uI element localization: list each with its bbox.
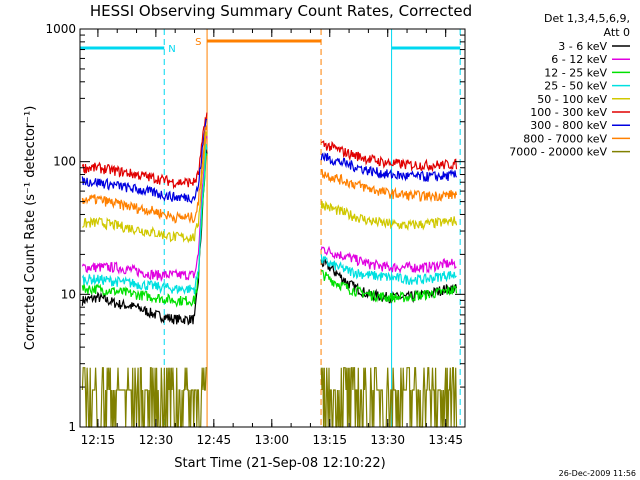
x-tick-label: 13:00 [254,433,289,447]
series-line [81,133,457,283]
y-tick-label: 10 [61,287,76,301]
chart-title: HESSI Observing Summary Count Rates, Cor… [90,2,472,20]
legend-entry-label: 100 - 300 keV [530,106,607,119]
legend-entry-label: 800 - 7000 keV [523,132,607,145]
series-line [81,112,458,190]
timestamp-label: 26-Dec-2009 11:56 [559,469,636,478]
legend-entry-label: 25 - 50 keV [544,80,607,93]
legend-entry-label: 3 - 6 keV [558,40,607,53]
x-tick-label: 13:30 [370,433,405,447]
legend-header-attenuator: Att 0 [604,26,630,39]
series-line [81,118,458,204]
legend-entry-label: 7000 - 20000 keV [509,146,607,159]
series-line [81,367,458,428]
series-line [81,153,458,308]
legend-entry-label: 6 - 12 keV [551,53,607,66]
x-tick-label: 12:30 [139,433,174,447]
series-lines [81,112,458,428]
plot-frame [79,28,466,428]
x-tick-label: 13:45 [428,433,463,447]
axes: 12:15 12:30 12:45 13:00 13:15 13:30 13:45 1 10 10… [45,22,466,447]
legend-entry-label: 300 - 800 keV [530,119,607,132]
x-axis-label: Start Time (21-Sep-08 12:10:22) [174,456,385,471]
saa-label: S [195,37,201,48]
legend-entry-label: 12 - 25 keV [544,66,607,79]
series-line [81,143,457,296]
legend-header-detectors: Det 1,3,4,5,6,9, [544,12,630,25]
legend-entry-label: 50 - 100 keV [537,93,607,106]
x-tick-label: 12:45 [197,433,232,447]
y-tick-label: 1 [68,420,76,434]
x-tick-label: 12:15 [81,433,116,447]
series-line [81,124,458,224]
y-axis-label: Corrected Count Rate (s⁻¹ detector⁻¹) [23,106,38,351]
y-tick-label: 1000 [45,22,76,36]
night-label: N [168,44,175,55]
observing-intervals: NS [79,29,461,427]
y-tick-label: 100 [53,155,76,169]
series-line [82,131,458,244]
x-tick-label: 13:15 [312,433,347,447]
